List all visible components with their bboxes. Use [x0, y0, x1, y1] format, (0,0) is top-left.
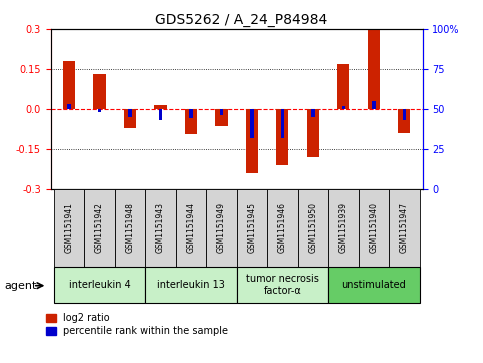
Bar	[250, 109, 254, 138]
Text: GSM1151946: GSM1151946	[278, 202, 287, 253]
Text: GSM1151945: GSM1151945	[247, 202, 256, 253]
Bar	[67, 104, 71, 109]
FancyBboxPatch shape	[84, 189, 115, 267]
Text: GSM1151947: GSM1151947	[400, 202, 409, 253]
Bar	[341, 106, 345, 109]
Bar	[368, 29, 380, 109]
Text: GSM1151942: GSM1151942	[95, 202, 104, 253]
Text: GSM1151948: GSM1151948	[126, 202, 134, 253]
FancyBboxPatch shape	[54, 189, 84, 267]
Bar	[124, 109, 136, 127]
FancyBboxPatch shape	[328, 189, 358, 267]
Text: GSM1151943: GSM1151943	[156, 202, 165, 253]
Bar	[398, 109, 411, 133]
Bar	[307, 109, 319, 157]
Bar	[63, 61, 75, 109]
FancyBboxPatch shape	[328, 267, 420, 303]
Bar	[220, 109, 223, 115]
Bar	[189, 109, 193, 118]
Bar	[185, 109, 197, 134]
Text: GSM1151940: GSM1151940	[369, 202, 378, 253]
Bar	[93, 74, 106, 109]
Text: interleukin 13: interleukin 13	[157, 280, 225, 290]
FancyBboxPatch shape	[176, 189, 206, 267]
Text: GDS5262 / A_24_P84984: GDS5262 / A_24_P84984	[156, 13, 327, 27]
Bar	[98, 109, 101, 112]
FancyBboxPatch shape	[298, 189, 328, 267]
Bar	[337, 64, 350, 109]
FancyBboxPatch shape	[145, 267, 237, 303]
FancyBboxPatch shape	[54, 267, 145, 303]
FancyBboxPatch shape	[237, 189, 267, 267]
Bar	[311, 109, 315, 117]
FancyBboxPatch shape	[267, 189, 298, 267]
Bar	[402, 109, 406, 120]
Bar	[215, 109, 227, 126]
Bar	[158, 109, 162, 120]
Text: GSM1151949: GSM1151949	[217, 202, 226, 253]
FancyBboxPatch shape	[145, 189, 176, 267]
Bar	[246, 109, 258, 173]
Text: agent: agent	[5, 281, 37, 291]
Bar	[372, 101, 376, 109]
Text: GSM1151939: GSM1151939	[339, 202, 348, 253]
Text: GSM1151944: GSM1151944	[186, 202, 196, 253]
FancyBboxPatch shape	[389, 189, 420, 267]
Text: interleukin 4: interleukin 4	[69, 280, 130, 290]
Text: unstimulated: unstimulated	[341, 280, 406, 290]
Text: GSM1151950: GSM1151950	[308, 202, 317, 253]
FancyBboxPatch shape	[206, 189, 237, 267]
Legend: log2 ratio, percentile rank within the sample: log2 ratio, percentile rank within the s…	[46, 313, 228, 337]
Bar	[281, 109, 284, 138]
Bar	[128, 109, 132, 117]
Bar	[276, 109, 288, 165]
Bar	[155, 105, 167, 109]
Text: tumor necrosis
factor-α: tumor necrosis factor-α	[246, 274, 319, 296]
FancyBboxPatch shape	[358, 189, 389, 267]
Text: GSM1151941: GSM1151941	[65, 202, 73, 253]
FancyBboxPatch shape	[115, 189, 145, 267]
FancyBboxPatch shape	[237, 267, 328, 303]
